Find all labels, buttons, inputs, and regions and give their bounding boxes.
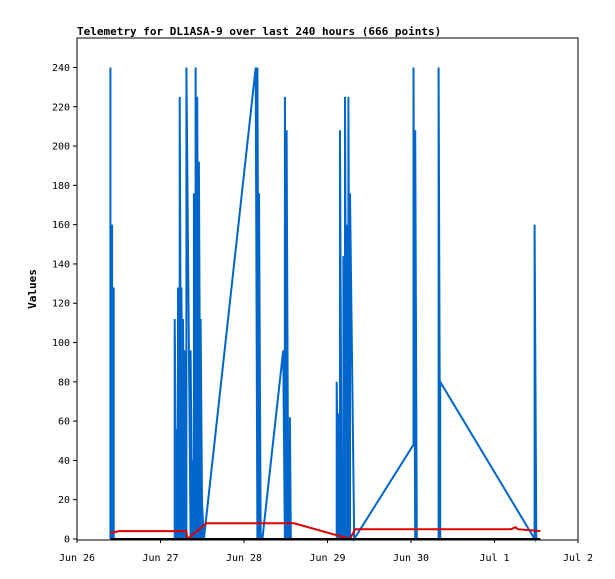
y-tick-label: 240 — [52, 63, 70, 74]
y-tick-label: 200 — [52, 142, 70, 153]
x-tick-label: Jul 1 — [479, 553, 509, 564]
axis-layer: 0 20 40 60 80 100 120 140 160 180 200 220 240 Jun 26 J… — [52, 63, 593, 564]
y-tick-label: 160 — [52, 220, 70, 231]
y-tick-label: 140 — [52, 259, 70, 270]
x-tick-label: Jun 29 — [309, 553, 345, 564]
chart-title: Telemetry for DL1ASA-9 over last 240 hou… — [77, 25, 441, 38]
y-tick-label: 40 — [58, 456, 70, 467]
y-tick-label: 220 — [52, 102, 70, 113]
series-layer — [109, 67, 541, 543]
y-tick-label: 80 — [58, 377, 70, 388]
x-tick-label: Jun 30 — [393, 553, 429, 564]
plot-area — [76, 37, 579, 541]
y-tick-label: 20 — [58, 495, 70, 506]
series-line-2 — [110, 522, 541, 541]
x-tick-label: Jun 27 — [142, 553, 178, 564]
y-tick-label: 100 — [52, 338, 70, 349]
y-tick-label: 60 — [58, 417, 70, 428]
y-tick-label: 120 — [52, 299, 70, 310]
x-tick-label: Jun 26 — [59, 553, 95, 564]
series-line-1 — [109, 67, 538, 543]
y-axis-label: Values — [26, 269, 39, 309]
x-tick-label: Jun 28 — [226, 553, 262, 564]
y-tick-label: 180 — [52, 181, 70, 192]
y-tick-label: 0 — [64, 535, 70, 546]
x-tick-label: Jul 2 — [563, 553, 593, 564]
